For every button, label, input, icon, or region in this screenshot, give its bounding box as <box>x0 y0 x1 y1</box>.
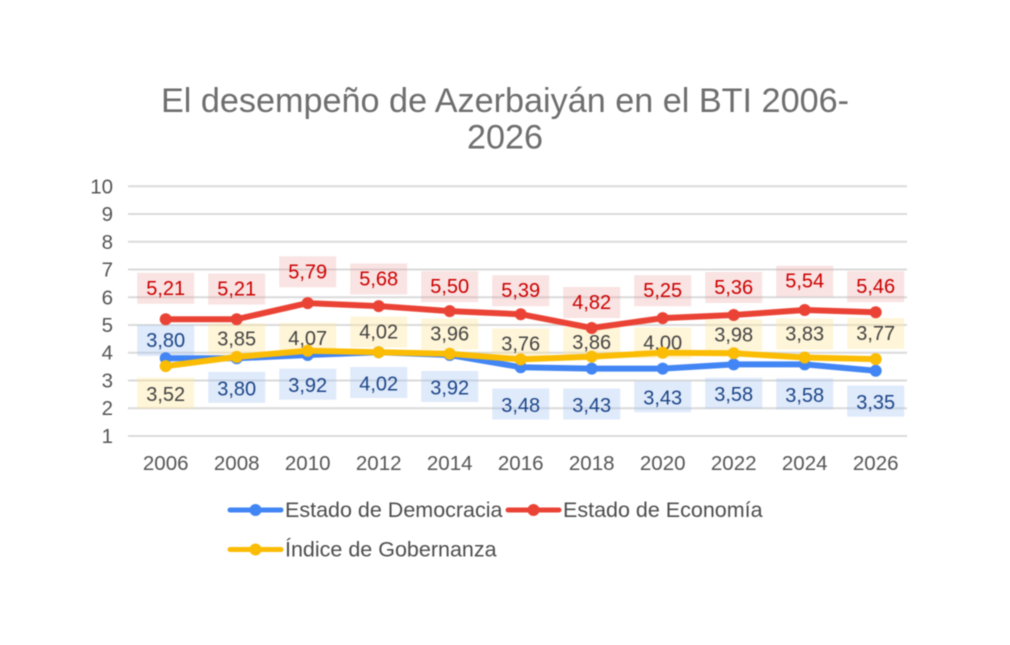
svg-text:3,43: 3,43 <box>572 395 611 417</box>
svg-text:El desempeño de Azerbaiyán en: El desempeño de Azerbaiyán en el BTI 200… <box>161 82 849 120</box>
svg-text:Estado de Economía: Estado de Economía <box>563 498 763 522</box>
svg-text:4,00: 4,00 <box>643 333 682 355</box>
svg-text:7: 7 <box>102 259 113 282</box>
svg-text:2020: 2020 <box>640 452 686 475</box>
svg-text:4,07: 4,07 <box>288 328 327 350</box>
svg-text:2016: 2016 <box>498 452 544 475</box>
svg-text:10: 10 <box>90 175 113 198</box>
svg-text:5,68: 5,68 <box>359 268 398 290</box>
svg-text:2014: 2014 <box>427 452 473 475</box>
svg-text:2024: 2024 <box>782 452 828 475</box>
svg-text:5,21: 5,21 <box>217 279 256 301</box>
svg-text:6: 6 <box>102 286 113 309</box>
svg-text:2022: 2022 <box>711 452 757 475</box>
svg-text:4,82: 4,82 <box>572 292 611 314</box>
svg-text:9: 9 <box>102 203 113 226</box>
svg-text:3,80: 3,80 <box>217 378 256 400</box>
svg-text:5,79: 5,79 <box>288 261 327 283</box>
svg-text:3,58: 3,58 <box>714 384 753 406</box>
svg-text:3,80: 3,80 <box>146 330 185 352</box>
svg-text:3,76: 3,76 <box>501 334 540 356</box>
svg-text:3,58: 3,58 <box>785 385 824 407</box>
svg-text:3: 3 <box>102 370 113 393</box>
svg-text:2026: 2026 <box>853 452 899 475</box>
svg-text:4: 4 <box>102 342 113 365</box>
svg-text:5,21: 5,21 <box>146 278 185 300</box>
svg-text:5,50: 5,50 <box>430 276 469 298</box>
svg-text:5,25: 5,25 <box>643 280 682 302</box>
svg-text:1: 1 <box>102 425 113 448</box>
svg-text:2006: 2006 <box>143 452 189 475</box>
svg-text:8: 8 <box>102 231 113 254</box>
svg-text:5,36: 5,36 <box>714 277 753 299</box>
svg-text:3,77: 3,77 <box>856 323 895 345</box>
svg-text:2026: 2026 <box>467 119 543 157</box>
svg-text:3,48: 3,48 <box>501 395 540 417</box>
svg-text:3,43: 3,43 <box>643 388 682 410</box>
svg-text:2: 2 <box>102 397 113 420</box>
svg-text:3,92: 3,92 <box>430 378 469 400</box>
svg-text:3,98: 3,98 <box>714 325 753 347</box>
svg-text:2008: 2008 <box>214 452 260 475</box>
svg-text:3,35: 3,35 <box>856 392 895 414</box>
svg-text:2012: 2012 <box>356 452 402 475</box>
svg-text:3,83: 3,83 <box>785 324 824 346</box>
svg-text:2018: 2018 <box>569 452 615 475</box>
svg-text:5,54: 5,54 <box>785 271 824 293</box>
svg-text:3,52: 3,52 <box>146 384 185 406</box>
svg-text:3,86: 3,86 <box>572 332 611 354</box>
svg-text:3,92: 3,92 <box>288 375 327 397</box>
svg-text:Estado de Democracia: Estado de Democracia <box>285 498 503 522</box>
svg-text:Índice de Gobernanza: Índice de Gobernanza <box>285 537 497 562</box>
svg-text:5: 5 <box>102 314 113 337</box>
svg-text:5,39: 5,39 <box>501 280 540 302</box>
svg-text:3,96: 3,96 <box>430 324 469 346</box>
svg-text:5,46: 5,46 <box>856 276 895 298</box>
svg-text:4,02: 4,02 <box>359 322 398 344</box>
svg-text:4,02: 4,02 <box>359 374 398 396</box>
svg-text:2010: 2010 <box>285 452 331 475</box>
svg-text:3,85: 3,85 <box>217 328 256 350</box>
